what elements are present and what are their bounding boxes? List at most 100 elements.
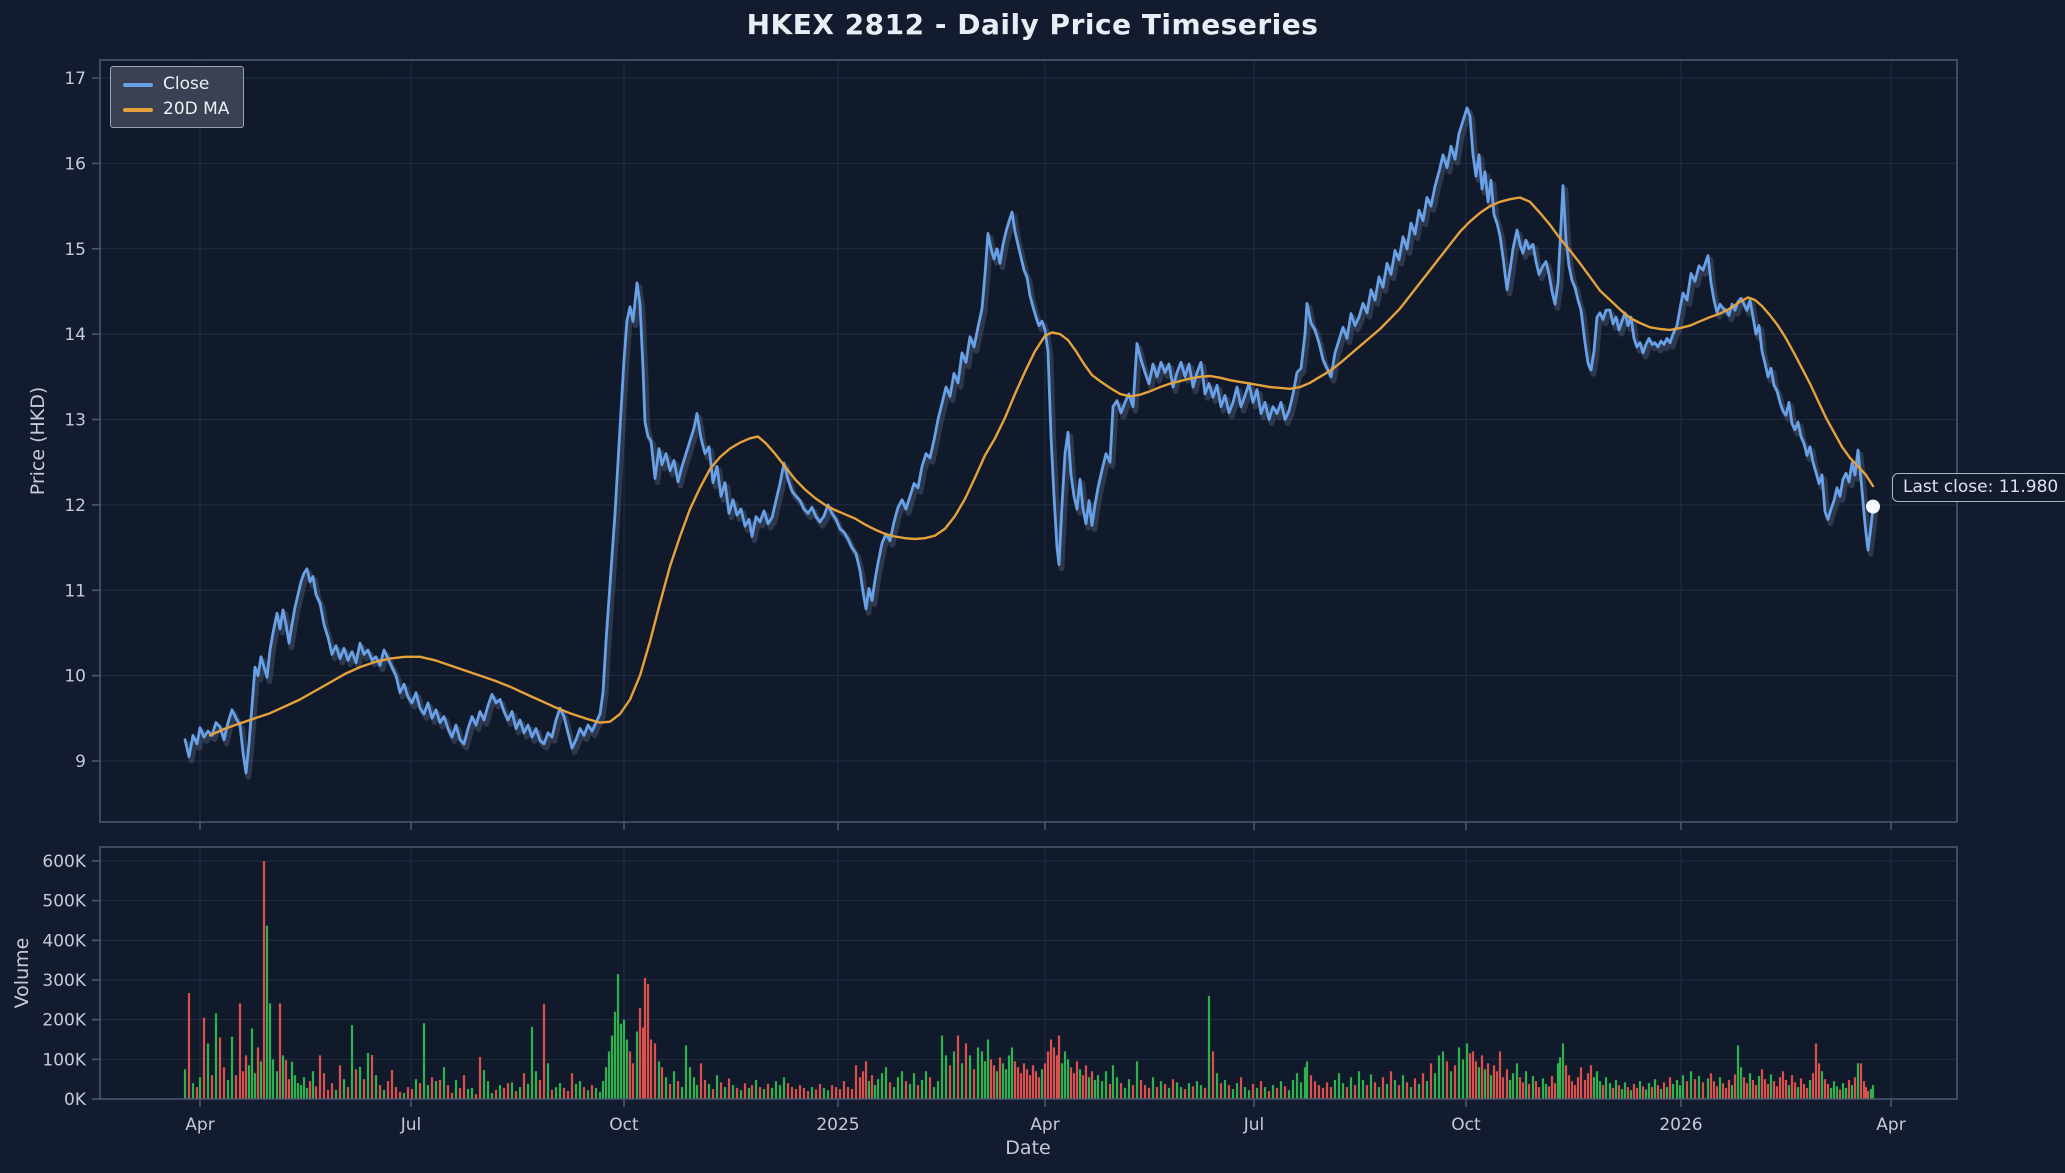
- volume-bar: [1553, 1083, 1557, 1099]
- volume-bar: [904, 1081, 908, 1099]
- volume-bar: [1748, 1073, 1752, 1099]
- volume-bar: [1736, 1045, 1740, 1099]
- volume-bar: [908, 1083, 912, 1099]
- volume-bar: [948, 1065, 952, 1099]
- volume-bar: [1862, 1081, 1866, 1099]
- x-tick-label: Oct: [1451, 1115, 1481, 1135]
- volume-bar: [1474, 1061, 1478, 1099]
- volume-bar: [1495, 1071, 1499, 1099]
- volume-bar: [1022, 1063, 1026, 1099]
- volume-bar: [1570, 1081, 1574, 1099]
- volume-bar: [1093, 1079, 1097, 1099]
- volume-bar: [672, 1071, 676, 1099]
- volume-bar: [210, 1075, 214, 1099]
- volume-bar: [646, 983, 650, 1099]
- volume-bar: [854, 1065, 858, 1099]
- volume-bar: [1227, 1085, 1231, 1099]
- volume-bar: [478, 1056, 482, 1099]
- volume-bar: [299, 1085, 303, 1099]
- volume-bar: [1508, 1079, 1512, 1099]
- volume-bar: [222, 1067, 226, 1099]
- volume-bar: [892, 1087, 896, 1099]
- volume-bar: [980, 1051, 984, 1099]
- volume-bar: [964, 1043, 968, 1099]
- volume-bar: [378, 1085, 382, 1099]
- volume-bar: [498, 1085, 502, 1099]
- volume-bar: [838, 1089, 842, 1099]
- volume-bar: [1417, 1083, 1421, 1099]
- volume-bar: [1650, 1087, 1654, 1099]
- volume-bar: [183, 1069, 187, 1099]
- volume-bar: [1179, 1087, 1183, 1099]
- volume-bar: [1131, 1085, 1135, 1099]
- volume-bar: [442, 1067, 446, 1099]
- date-axis-label: Date: [1005, 1137, 1051, 1159]
- volume-bar: [1090, 1071, 1094, 1099]
- volume-bar: [570, 1073, 574, 1099]
- volume-bar: [810, 1087, 814, 1099]
- volume-bar: [1409, 1087, 1413, 1099]
- volume-bar: [976, 1047, 980, 1099]
- volume-bar: [1010, 1047, 1014, 1099]
- volume-bar: [1337, 1073, 1341, 1099]
- volume-bar: [770, 1087, 774, 1099]
- volume-bar: [1483, 1069, 1487, 1099]
- volume-bar: [830, 1085, 834, 1099]
- volume-axis-label: Volume: [11, 937, 33, 1009]
- volume-bar: [1219, 1083, 1223, 1099]
- volume-bar: [699, 1063, 703, 1099]
- volume-bar: [972, 1069, 976, 1099]
- volume-bar: [798, 1085, 802, 1099]
- volume-bar: [1104, 1071, 1108, 1099]
- volume-bar: [534, 1071, 538, 1099]
- volume-bar: [296, 1083, 300, 1099]
- volume-bar: [916, 1085, 920, 1099]
- volume-bar: [1678, 1085, 1682, 1099]
- volume-bar: [486, 1081, 490, 1099]
- volume-bar: [462, 1075, 466, 1099]
- volume-bar: [1317, 1085, 1321, 1099]
- volume-bar: [358, 1066, 362, 1099]
- volume-bar: [1817, 1063, 1821, 1099]
- volume-bar: [1305, 1061, 1309, 1099]
- volume-bar: [1195, 1081, 1199, 1099]
- volume-bar: [778, 1085, 782, 1099]
- volume-bar: [1413, 1078, 1417, 1099]
- volume-bar: [1299, 1082, 1303, 1099]
- volume-bar: [826, 1090, 830, 1099]
- volume-bar: [1709, 1073, 1713, 1099]
- volume-bar: [1656, 1085, 1660, 1099]
- volume-bar: [474, 1094, 478, 1099]
- volume-bar: [1608, 1083, 1612, 1099]
- volume-bar: [574, 1083, 578, 1099]
- volume-bar: [241, 1071, 245, 1099]
- volume-bar: [1492, 1065, 1496, 1099]
- volume-bar: [1049, 1039, 1053, 1099]
- volume-bar: [558, 1083, 562, 1099]
- volume-bar: [1579, 1067, 1583, 1099]
- volume-bar: [1279, 1081, 1283, 1099]
- plot-background: [100, 60, 1957, 822]
- volume-bar: [735, 1087, 739, 1099]
- volume-bar: [657, 1061, 661, 1099]
- volume-bar: [1802, 1083, 1806, 1099]
- volume-bar: [1541, 1078, 1545, 1099]
- volume-bar: [550, 1089, 554, 1099]
- volume-bar: [1019, 1073, 1023, 1099]
- volume-bar: [1489, 1075, 1493, 1099]
- volume-bar: [1397, 1085, 1401, 1099]
- volume-bar: [1357, 1071, 1361, 1099]
- x-tick-label: Jul: [400, 1115, 422, 1135]
- volume-bar: [218, 1037, 222, 1099]
- volume-bar: [1055, 1055, 1059, 1099]
- volume-bar: [1601, 1085, 1605, 1099]
- volume-bar: [1671, 1083, 1675, 1099]
- volume-bar: [594, 1087, 598, 1099]
- volume-bar: [1853, 1077, 1857, 1099]
- volume-bar: [1706, 1078, 1710, 1099]
- volume-bar: [386, 1081, 390, 1099]
- volume-bar: [1829, 1087, 1833, 1099]
- volume-bar: [1028, 1075, 1032, 1099]
- volume-bar: [1096, 1075, 1100, 1099]
- volume-bar: [414, 1079, 418, 1099]
